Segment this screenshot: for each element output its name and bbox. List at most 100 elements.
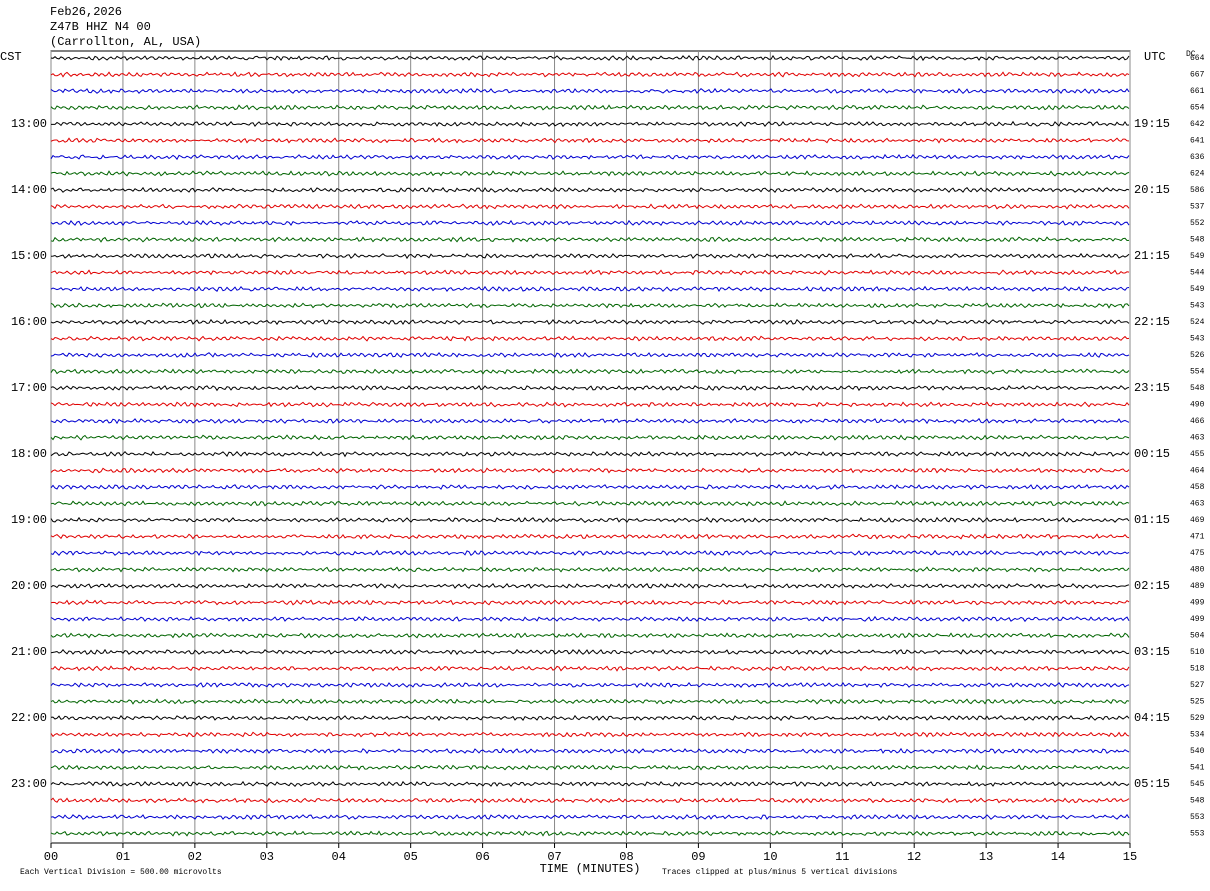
dc-value: 654 <box>1190 104 1205 113</box>
dc-value: 586 <box>1190 186 1205 195</box>
dc-value: 553 <box>1190 813 1205 822</box>
left-time-label: 21:00 <box>11 645 47 659</box>
dc-value: 541 <box>1190 764 1205 773</box>
right-time-label: 20:15 <box>1134 183 1170 197</box>
right-time-label: 19:15 <box>1134 117 1170 131</box>
right-time-label: 23:15 <box>1134 381 1170 395</box>
dc-value: 510 <box>1190 648 1205 657</box>
left-time-label: 13:00 <box>11 117 47 131</box>
x-tick-label: 02 <box>188 850 202 864</box>
dc-value: 549 <box>1190 252 1205 261</box>
dc-value: 661 <box>1190 87 1205 96</box>
trace <box>50 252 1130 260</box>
trace <box>50 219 1130 227</box>
left-time-label: 17:00 <box>11 381 47 395</box>
dc-value: 667 <box>1190 71 1205 80</box>
left-time-label: 18:00 <box>11 447 47 461</box>
dc-value: 624 <box>1190 170 1205 179</box>
dc-value: 499 <box>1190 599 1205 608</box>
trace <box>50 335 1130 342</box>
dc-value: 529 <box>1190 714 1205 723</box>
left-time-label: 19:00 <box>11 513 47 527</box>
dc-value: 554 <box>1190 368 1205 377</box>
dc-value: 537 <box>1190 203 1205 212</box>
dc-value: 463 <box>1190 500 1205 509</box>
dc-value: 471 <box>1190 533 1205 542</box>
trace <box>50 665 1130 672</box>
x-tick-label: 13 <box>979 850 993 864</box>
dc-value: 525 <box>1190 698 1205 707</box>
trace <box>50 236 1130 243</box>
trace <box>50 698 1130 705</box>
left-time-label: 23:00 <box>11 777 47 791</box>
dc-value: 463 <box>1190 434 1205 443</box>
trace <box>50 203 1130 210</box>
dc-value: 642 <box>1190 120 1205 129</box>
dc-value: 504 <box>1190 632 1205 641</box>
trace <box>50 137 1130 144</box>
x-tick-label: 06 <box>475 850 489 864</box>
location: (Carrollton, AL, USA) <box>50 35 201 49</box>
left-time-label: 22:00 <box>11 711 47 725</box>
trace <box>50 483 1130 491</box>
trace <box>50 615 1130 623</box>
trace <box>50 797 1130 804</box>
dc-value: 499 <box>1190 615 1205 624</box>
trace <box>50 401 1130 408</box>
trace <box>50 632 1130 639</box>
dc-value: 455 <box>1190 450 1205 459</box>
x-tick-label: 12 <box>907 850 921 864</box>
left-time-label: 16:00 <box>11 315 47 329</box>
trace <box>50 599 1130 606</box>
right-time-label: 22:15 <box>1134 315 1170 329</box>
trace <box>50 351 1130 358</box>
dc-value: 475 <box>1190 549 1205 558</box>
dc-value: 641 <box>1190 137 1205 146</box>
x-tick-label: 10 <box>763 850 777 864</box>
trace <box>50 681 1130 689</box>
dc-value: 543 <box>1190 335 1205 344</box>
trace <box>50 450 1130 458</box>
x-axis-title: TIME (MINUTES) <box>540 862 641 876</box>
dc-value: 549 <box>1190 285 1205 294</box>
dc-value: 469 <box>1190 516 1205 525</box>
trace <box>50 104 1130 111</box>
trace <box>50 54 1130 62</box>
dc-value: 540 <box>1190 747 1205 756</box>
x-tick-label: 03 <box>260 850 274 864</box>
dc-value: 636 <box>1190 153 1205 162</box>
trace <box>50 434 1130 441</box>
x-tick-label: 09 <box>691 850 705 864</box>
trace <box>50 830 1130 837</box>
trace <box>50 318 1130 326</box>
right-time-label: 03:15 <box>1134 645 1170 659</box>
trace <box>51 120 1130 128</box>
left-time-label: 20:00 <box>11 579 47 593</box>
trace <box>50 269 1130 276</box>
trace <box>50 731 1130 738</box>
trace <box>50 417 1130 425</box>
trace <box>50 780 1130 788</box>
trace <box>50 467 1130 474</box>
x-tick-label: 00 <box>44 850 58 864</box>
trace <box>50 714 1130 722</box>
trace <box>50 582 1130 590</box>
dc-value: 458 <box>1190 483 1205 492</box>
trace <box>50 302 1130 309</box>
dc-value: 527 <box>1190 681 1205 690</box>
x-tick-label: 15 <box>1123 850 1137 864</box>
x-tick-label: 07 <box>547 850 561 864</box>
plot-frame <box>50 50 1131 844</box>
dc-value: 664 <box>1190 54 1205 63</box>
trace <box>50 170 1130 177</box>
trace <box>50 549 1130 557</box>
dc-value: 548 <box>1190 384 1205 393</box>
dc-value: 553 <box>1190 830 1205 839</box>
dc-value: 466 <box>1190 417 1205 426</box>
x-tick-label: 08 <box>619 850 633 864</box>
right-time-label: 04:15 <box>1134 711 1170 725</box>
right-time-label: 01:15 <box>1134 513 1170 527</box>
trace <box>50 186 1130 193</box>
date: Feb26,2026 <box>50 5 122 19</box>
